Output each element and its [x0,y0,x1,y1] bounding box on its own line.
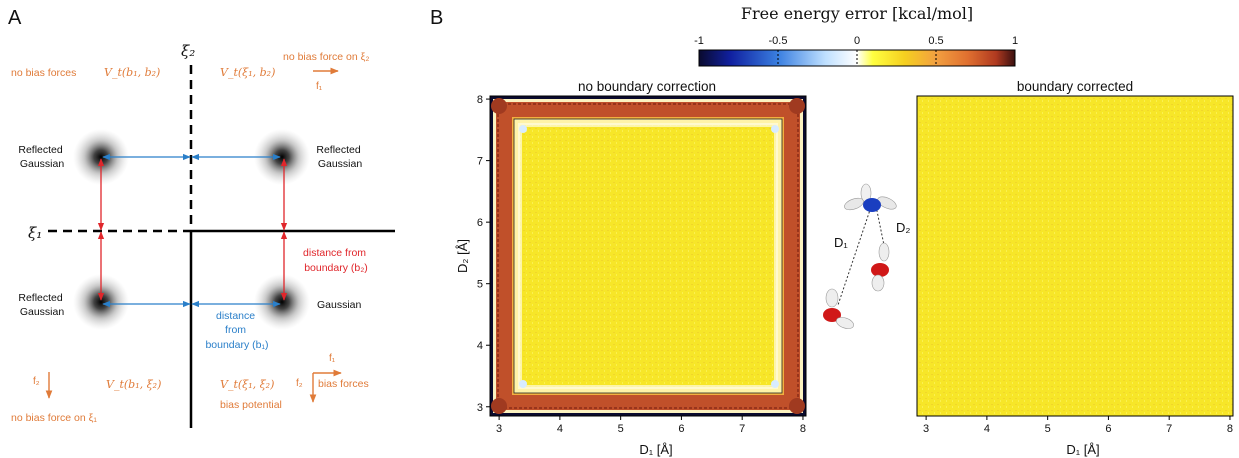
molecule-d1-label: D₁ [834,235,848,250]
vt-b1xi2-label: V_t(b₁, ξ₂) [106,378,161,391]
left-ylabel: D₂ [Å] [455,239,470,273]
left_plot-ytick-label: 7 [477,156,483,168]
vt-xi1xi2-label: V_t(ξ₁, ξ₂) [220,378,274,391]
reflected-gaussian-tl-line2: Gaussian [20,158,65,170]
panel-b: B Free energy error [kcal/mol] -1 -0.5 0… [430,4,1234,457]
distance-b2-label: distance from boundary (b₂) [303,247,369,274]
right-x-ticks: 3 4 5 6 7 8 [923,416,1233,435]
left-xlabel: D₁ [Å] [639,442,672,457]
left-heatmap [489,95,807,417]
vt-b1b2-label: V_t(b₁, b₂) [104,66,160,79]
no-bias-force-xi1-label: no bias force on ξ₁ [11,412,97,424]
left_plot-ytick-label: 4 [477,340,483,352]
bias-potential-label: bias potential [220,399,282,411]
left_plot-xtick-label: 5 [618,423,624,435]
xi1-label: ξ₁ [28,224,42,242]
right_plot-xtick-label: 6 [1105,423,1111,435]
colorbar-tick-0: 0 [854,35,860,47]
distance-b1-label: distance from boundary (b₁) [205,310,268,351]
panel-a-label: A [8,7,22,29]
distance-b1-line2: from [225,324,246,336]
no-bias-forces-label: no bias forces [11,67,76,79]
left_plot-ytick-label: 8 [477,94,483,106]
colorbar-tick-1: 1 [1012,35,1018,47]
reflected-gaussian-bl-icon [73,274,129,330]
reflected-gaussian-tr-line1: Reflected [316,144,361,156]
left_plot-xtick-label: 6 [678,423,684,435]
f1-top-label: f₁ [316,81,323,92]
right_plot-xtick-label: 8 [1227,423,1233,435]
left_plot-ytick-label: 5 [477,279,483,291]
colorbar-tick-neg1: -1 [694,35,704,47]
colorbar-title: Free energy error [kcal/mol] [741,4,973,23]
colorbar-tick-neg05: -0.5 [769,35,788,47]
left_plot-xtick-label: 7 [739,423,745,435]
reflected-gaussian-bl-line1: Reflected [18,292,63,304]
gaussian-br-icon [254,274,310,330]
colorbar-tick-05: 0.5 [928,35,943,47]
left_plot-xtick-label: 8 [800,423,806,435]
right-xlabel: D₁ [Å] [1066,442,1099,457]
panel-b-label: B [430,7,443,29]
right_plot-xtick-label: 3 [923,423,929,435]
right_plot-xtick-label: 7 [1166,423,1172,435]
reflected-gaussian-tl-line1: Reflected [18,144,63,156]
colorbar-ticks [777,50,937,66]
molecule-d2-label: D₂ [896,220,910,235]
reflected-gaussian-bl-line2: Gaussian [20,306,65,318]
right-heatmap [916,95,1234,417]
left_plot-xtick-label: 3 [496,423,502,435]
left_plot-ytick-label: 6 [477,217,483,229]
xi2-label: ξ₂ [181,42,195,60]
reflected-gaussian-tr-icon [254,129,310,185]
gaussian-br-label: Gaussian [317,299,362,311]
f2-left-label: f₂ [33,376,40,387]
reflected-gaussian-tr-label: Reflected Gaussian [316,144,363,170]
reflected-gaussian-tr-line2: Gaussian [318,158,363,170]
right_plot-xtick-label: 5 [1045,423,1051,435]
vt-xi1b2-label: V_t(ξ₁, b₂) [220,66,275,79]
distance-b2-line2: boundary (b₂) [304,262,368,274]
right_plot-xtick-label: 4 [984,423,990,435]
panel-a: A ξ₂ ξ₁ no bias forces V_t(b₁, b₂) V_t(ξ… [8,7,395,428]
distance-b2-line1: distance from [303,247,366,259]
left-y-ticks: 3 4 5 6 7 8 [477,94,490,414]
f2-bottom-label: f₂ [296,378,303,389]
left-x-ticks: 3 4 5 6 7 8 [496,416,806,435]
reflected-gaussian-bl-label: Reflected Gaussian [18,292,65,318]
reflected-gaussian-tl-label: Reflected Gaussian [18,144,65,170]
distance-b1-line3: boundary (b₁) [205,339,268,351]
left_plot-ytick-label: 3 [477,402,483,414]
right-plot-title: boundary corrected [1017,79,1133,94]
f1-bottom-label: f₁ [329,353,336,364]
left-plot-title: no boundary correction [578,79,716,94]
bias-forces-label: bias forces [318,378,369,390]
molecule-illustration: D₁ D₂ [823,183,910,329]
left_plot-xtick-label: 4 [557,423,563,435]
reflected-gaussian-tl-icon [73,129,129,185]
distance-b1-line1: distance [216,310,255,322]
no-bias-force-xi2-label: no bias force on ξ₂ [283,51,369,63]
